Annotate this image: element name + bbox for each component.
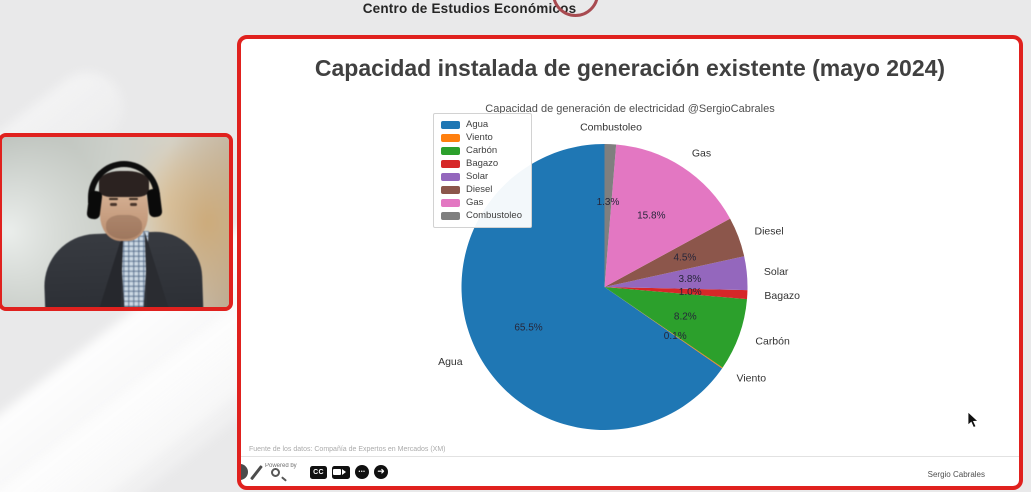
closed-captions-button[interactable]: CC [310, 465, 327, 479]
pie-pct-label: 8.2% [674, 311, 697, 322]
pie-pct-label: 4.5% [674, 253, 697, 264]
legend-swatch [441, 121, 460, 130]
author-credit: Sergio Cabrales [927, 470, 985, 479]
magnifier-icon [271, 468, 280, 477]
legend-swatch [441, 185, 460, 194]
camera-icon [333, 469, 341, 475]
pie-category-label: Solar [764, 266, 789, 278]
legend-label: Diesel [466, 183, 493, 195]
chart-legend: Agua Viento Carbón Bagazo Solar Diesel Gas Comb… [433, 113, 532, 228]
chart-subtitle: Capacidad de generación de electricidad … [485, 103, 775, 115]
pie-slice-diesel [604, 218, 745, 287]
legend-item: Gas [441, 196, 522, 208]
pie-pct-label: 3.8% [679, 274, 702, 285]
legend-swatch [441, 172, 460, 181]
headphones-band-icon [88, 161, 160, 203]
legend-label: Combustoleo [466, 209, 522, 221]
speaker-lapel [144, 230, 170, 307]
speaker-eye [110, 203, 117, 206]
play-button[interactable] [241, 464, 248, 480]
pie-slice-solar [604, 256, 748, 291]
speaker-beard [106, 215, 142, 239]
page-title: Centro de Estudios Económicos [362, 1, 577, 16]
next-button[interactable]: ➜ [374, 465, 388, 479]
speaker-eye [130, 203, 137, 206]
legend-item: Combustoleo [441, 209, 522, 221]
camera-button[interactable] [332, 465, 350, 479]
legend-label: Agua [466, 119, 489, 130]
camera-lens-icon [342, 469, 346, 475]
speaker-person [2, 137, 229, 307]
footer-divider [241, 456, 1019, 457]
legend-label: Bagazo [466, 157, 499, 169]
pie-slice-carbón [604, 287, 747, 368]
pie-category-label: Bagazo [764, 290, 800, 302]
speaker-shirt [119, 231, 149, 307]
pie-category-label: Carbón [755, 335, 790, 347]
legend-label: Carbón [466, 144, 498, 156]
mouse-cursor [967, 412, 979, 429]
legend-label: Gas [466, 196, 484, 208]
legend-item: Agua [441, 119, 522, 130]
pie-slice-combustoleo [604, 143, 617, 287]
pie-slice-bagazo [604, 287, 748, 300]
pie-slice-gas [604, 144, 731, 287]
arrow-right-icon: ➜ [377, 466, 385, 476]
legend-label: Viento [466, 131, 493, 143]
pie-category-label: Viento [737, 372, 767, 384]
watermark-label: Powered by [265, 463, 297, 469]
pie-category-label: Gas [692, 147, 711, 159]
pie-pct-label: 1.3% [597, 197, 620, 208]
legend-swatch [441, 198, 460, 207]
player-controls: Powered by CC ••• ➜ [241, 461, 388, 483]
speaker-webcam [0, 133, 233, 311]
pie-slice-viento [604, 287, 723, 369]
pie-pct-label: 0.1% [664, 331, 687, 342]
legend-item: Bagazo [441, 157, 522, 169]
slide-title: Capacidad instalada de generación existe… [314, 55, 946, 81]
legend-swatch [441, 160, 460, 169]
pie-pct-label: 65.5% [514, 322, 542, 333]
pie-category-label: Combustoleo [580, 122, 642, 134]
pie-pct-label: 1.0% [679, 287, 702, 298]
speaker-lapel [98, 230, 124, 307]
headphones-earcup-icon [146, 188, 163, 218]
pie-chart: 65.5% Agua 0.1% Viento 8.2% Carbón 1.0% Bagazo 3… [438, 122, 800, 430]
pie-category-label: Agua [438, 356, 463, 368]
watermark: Powered by [250, 462, 305, 482]
pen-icon [250, 465, 263, 480]
data-source-note: Fuente de los datos: Compañía de Experto… [249, 446, 446, 453]
presentation-slide: Capacidad instalada de generación existe… [237, 35, 1023, 490]
ellipsis-icon: ••• [358, 468, 366, 475]
legend-swatch [441, 147, 460, 156]
pie-category-label: Diesel [755, 226, 784, 238]
more-options-button[interactable]: ••• [355, 465, 369, 479]
legend-swatch [441, 211, 460, 220]
legend-item: Carbón [441, 144, 522, 156]
legend-item: Viento [441, 131, 522, 143]
legend-item: Solar [441, 170, 522, 182]
legend-swatch [441, 134, 460, 143]
legend-label: Solar [466, 170, 489, 182]
pie-pct-label: 15.8% [637, 211, 665, 222]
legend-item: Diesel [441, 183, 522, 195]
